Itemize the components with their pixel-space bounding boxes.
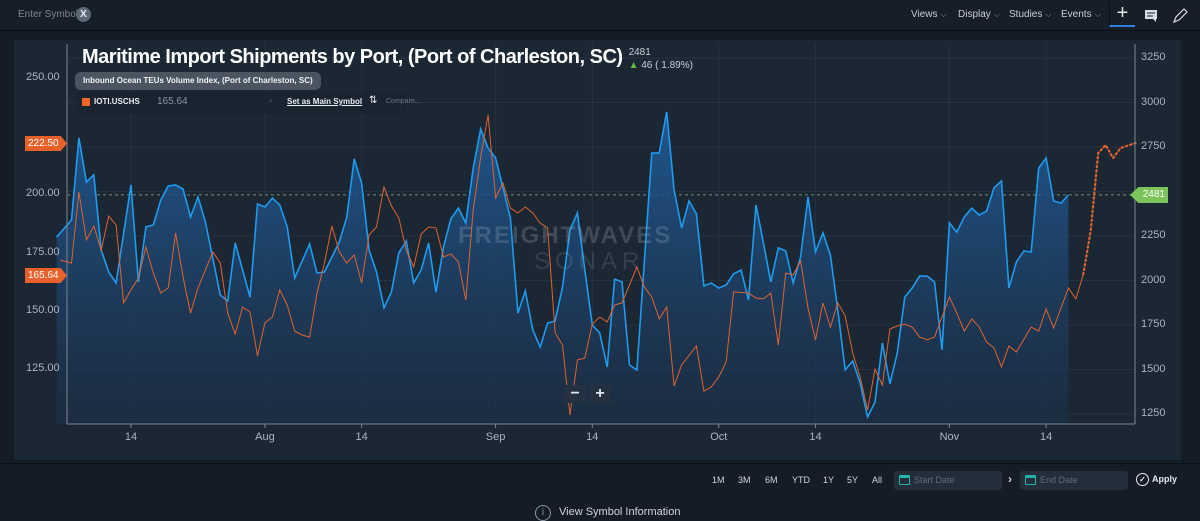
x-axis-tick-label: 14 (1039, 431, 1053, 443)
divider (0, 463, 1200, 464)
legend-box (76, 92, 406, 114)
left-axis-tick-label: 200.00 (26, 187, 60, 200)
end-date-input[interactable]: End Date (1020, 471, 1128, 490)
range-all[interactable]: All (872, 475, 883, 485)
chevron-down-icon: ⌵ (993, 10, 1000, 19)
chevron-down-icon: ⌵ (940, 10, 947, 19)
left-axis-tick-label: 150.00 (26, 303, 60, 316)
clear-symbol-button[interactable]: X (76, 7, 91, 22)
right-axis-tick-label: 2000 (1141, 273, 1166, 286)
add-button[interactable]: + (1109, 2, 1135, 27)
x-axis-tick-label: 14 (355, 431, 368, 443)
end-date-placeholder: End Date (1040, 475, 1078, 485)
comment-icon[interactable] (1145, 10, 1157, 22)
x-axis-tick-label: 14 (586, 431, 599, 443)
x-axis-tick-label: Oct (710, 431, 728, 443)
main-series-area (56, 111, 1069, 425)
range-1m[interactable]: 1M (712, 475, 725, 485)
range-5y[interactable]: 5Y (847, 475, 859, 485)
views-label: Views (911, 9, 938, 20)
events-label: Events (1061, 9, 1092, 20)
left-axis-tick-label: 125.00 (26, 362, 60, 374)
remove-series-icon[interactable]: × (268, 96, 274, 106)
range-1y[interactable]: 1Y (823, 475, 835, 485)
display-menu[interactable]: Display ⌵ (958, 9, 1000, 20)
range-3m[interactable]: 3M (738, 475, 751, 485)
apply-label: Apply (1152, 474, 1178, 484)
legend-value: 165.64 (157, 96, 188, 107)
top-toolbar (0, 0, 1200, 31)
right-axis-tick-label: 2250 (1141, 229, 1166, 241)
change-text: 46 ( 1.89%) (641, 60, 693, 71)
symbol-input[interactable]: Enter Symbol (18, 9, 79, 20)
left-axis-tick-label: 175.00 (26, 245, 60, 258)
calendar-icon (1025, 475, 1036, 485)
compare-series-line (60, 114, 1084, 416)
start-date-input[interactable]: Start Date (894, 471, 1002, 490)
series-tooltip: Inbound Ocean TEUs Volume Index, (Port o… (75, 72, 321, 90)
right-axis-tick-label: 1500 (1141, 362, 1166, 375)
set-main-symbol-link[interactable]: Set as Main Symbol (287, 97, 363, 106)
main-series-line (55, 111, 1069, 420)
views-menu[interactable]: Views ⌵ (911, 9, 947, 20)
start-date-placeholder: Start Date (914, 475, 955, 485)
arrow-up-icon: ▲ (628, 60, 639, 71)
studies-menu[interactable]: Studies ⌵ (1009, 9, 1051, 20)
right-axis-tick-label: 3000 (1141, 95, 1166, 108)
chevron-right-icon: › (1008, 472, 1012, 486)
right-axis-tick-label: 1750 (1141, 318, 1166, 330)
range-6m[interactable]: 6M (765, 475, 778, 485)
right-axis-tick-label: 1250 (1141, 407, 1166, 419)
x-axis-tick-label: 14 (809, 431, 822, 443)
chart-title: Maritime Import Shipments by Port, (Port… (82, 46, 623, 68)
calendar-icon (899, 475, 910, 485)
range-ytd[interactable]: YTD (792, 475, 810, 485)
x-axis-tick-label: Nov (939, 431, 960, 443)
last-value: 2481 (628, 47, 651, 58)
right-axis-tick-label: 3250 (1141, 51, 1166, 63)
info-icon: i (535, 505, 551, 521)
legend-symbol[interactable]: IOTI.USCHS (94, 97, 140, 106)
chevron-down-icon: ⌵ (1094, 10, 1101, 19)
right-axis-tick-label: 2750 (1141, 140, 1166, 152)
swap-icon[interactable]: ⇅ (369, 95, 378, 106)
left-high-tag: 222.50 (25, 136, 67, 151)
forecast-series-line (1082, 141, 1137, 276)
left-last-tag: 165.64 (25, 268, 67, 283)
chart-header: Maritime Import Shipments by Port, (Port… (82, 46, 693, 72)
compare-link[interactable]: Compare... (386, 98, 421, 105)
watermark-logo: FREIGHTWAVES (458, 222, 673, 249)
zoom-in-button[interactable]: + (589, 385, 611, 403)
x-axis-tick-label: Sep (485, 431, 506, 443)
pencil-icon[interactable] (1172, 8, 1188, 24)
left-axis-tick-label: 250.00 (26, 71, 60, 83)
view-info-label: View Symbol Information (559, 506, 681, 518)
x-axis-tick-label: 14 (124, 431, 138, 443)
check-circle-icon: ✓ (1136, 473, 1149, 486)
header-values: 2481 ▲ 46 ( 1.89%) (629, 46, 693, 72)
events-menu[interactable]: Events ⌵ (1061, 9, 1101, 20)
watermark-sonar: SONAR (534, 248, 645, 275)
view-symbol-info-button[interactable]: i View Symbol Information (535, 505, 680, 521)
zoom-out-button[interactable]: − (564, 385, 586, 403)
display-label: Display (958, 9, 991, 20)
studies-label: Studies (1009, 9, 1043, 20)
x-axis-tick-label: Aug (255, 431, 275, 443)
chevron-down-icon: ⌵ (1045, 10, 1052, 19)
legend-color-swatch (82, 98, 90, 106)
apply-button[interactable]: ✓ Apply (1136, 473, 1177, 486)
change-value: ▲ 46 ( 1.89%) (629, 60, 693, 72)
right-last-tag: 2481 (1130, 187, 1168, 203)
